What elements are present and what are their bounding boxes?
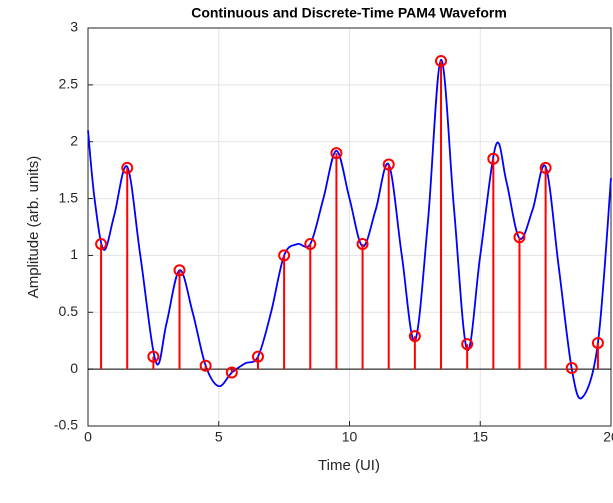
y-tick-label: 2.5: [59, 76, 79, 92]
stem-marker: [251, 350, 264, 363]
stem-marker: [173, 264, 186, 277]
stem-marker: [304, 238, 317, 251]
stem-marker: [382, 158, 395, 171]
x-axis-label: Time (UI): [318, 457, 380, 474]
x-tick-label: 20: [603, 429, 613, 445]
stem-marker: [121, 161, 134, 174]
y-tick-label: -0.5: [54, 417, 78, 433]
y-tick-label: 0: [70, 360, 78, 376]
stem-marker: [565, 362, 578, 375]
stem-marker: [461, 338, 474, 351]
x-tick-label: 10: [342, 429, 358, 445]
axes-box: [87, 27, 612, 427]
stem-marker: [95, 238, 108, 251]
stem-marker: [539, 161, 552, 174]
stem-marker: [591, 336, 604, 349]
stem-marker: [225, 366, 238, 379]
stem-marker: [435, 54, 448, 67]
y-tick-label: 3: [70, 19, 78, 35]
x-tick-label: 0: [84, 429, 92, 445]
stem-marker: [330, 147, 343, 160]
stem-marker: [487, 152, 500, 165]
stem-marker: [278, 249, 291, 262]
stem-marker: [147, 350, 160, 363]
stem-marker: [356, 238, 369, 251]
y-tick-label: 2: [70, 132, 78, 148]
stem-marker: [408, 330, 421, 343]
y-tick-label: 1.5: [59, 189, 79, 205]
x-tick-label: 5: [215, 429, 223, 445]
y-tick-label: 0.5: [59, 303, 79, 319]
x-tick-label: 15: [472, 429, 488, 445]
chart-title: Continuous and Discrete-Time PAM4 Wavefo…: [191, 5, 507, 21]
y-axis-label: Amplitude (arb. units): [25, 156, 42, 299]
stem-marker: [199, 359, 212, 372]
y-tick-label: 1: [70, 246, 78, 262]
stem-marker: [513, 231, 526, 244]
